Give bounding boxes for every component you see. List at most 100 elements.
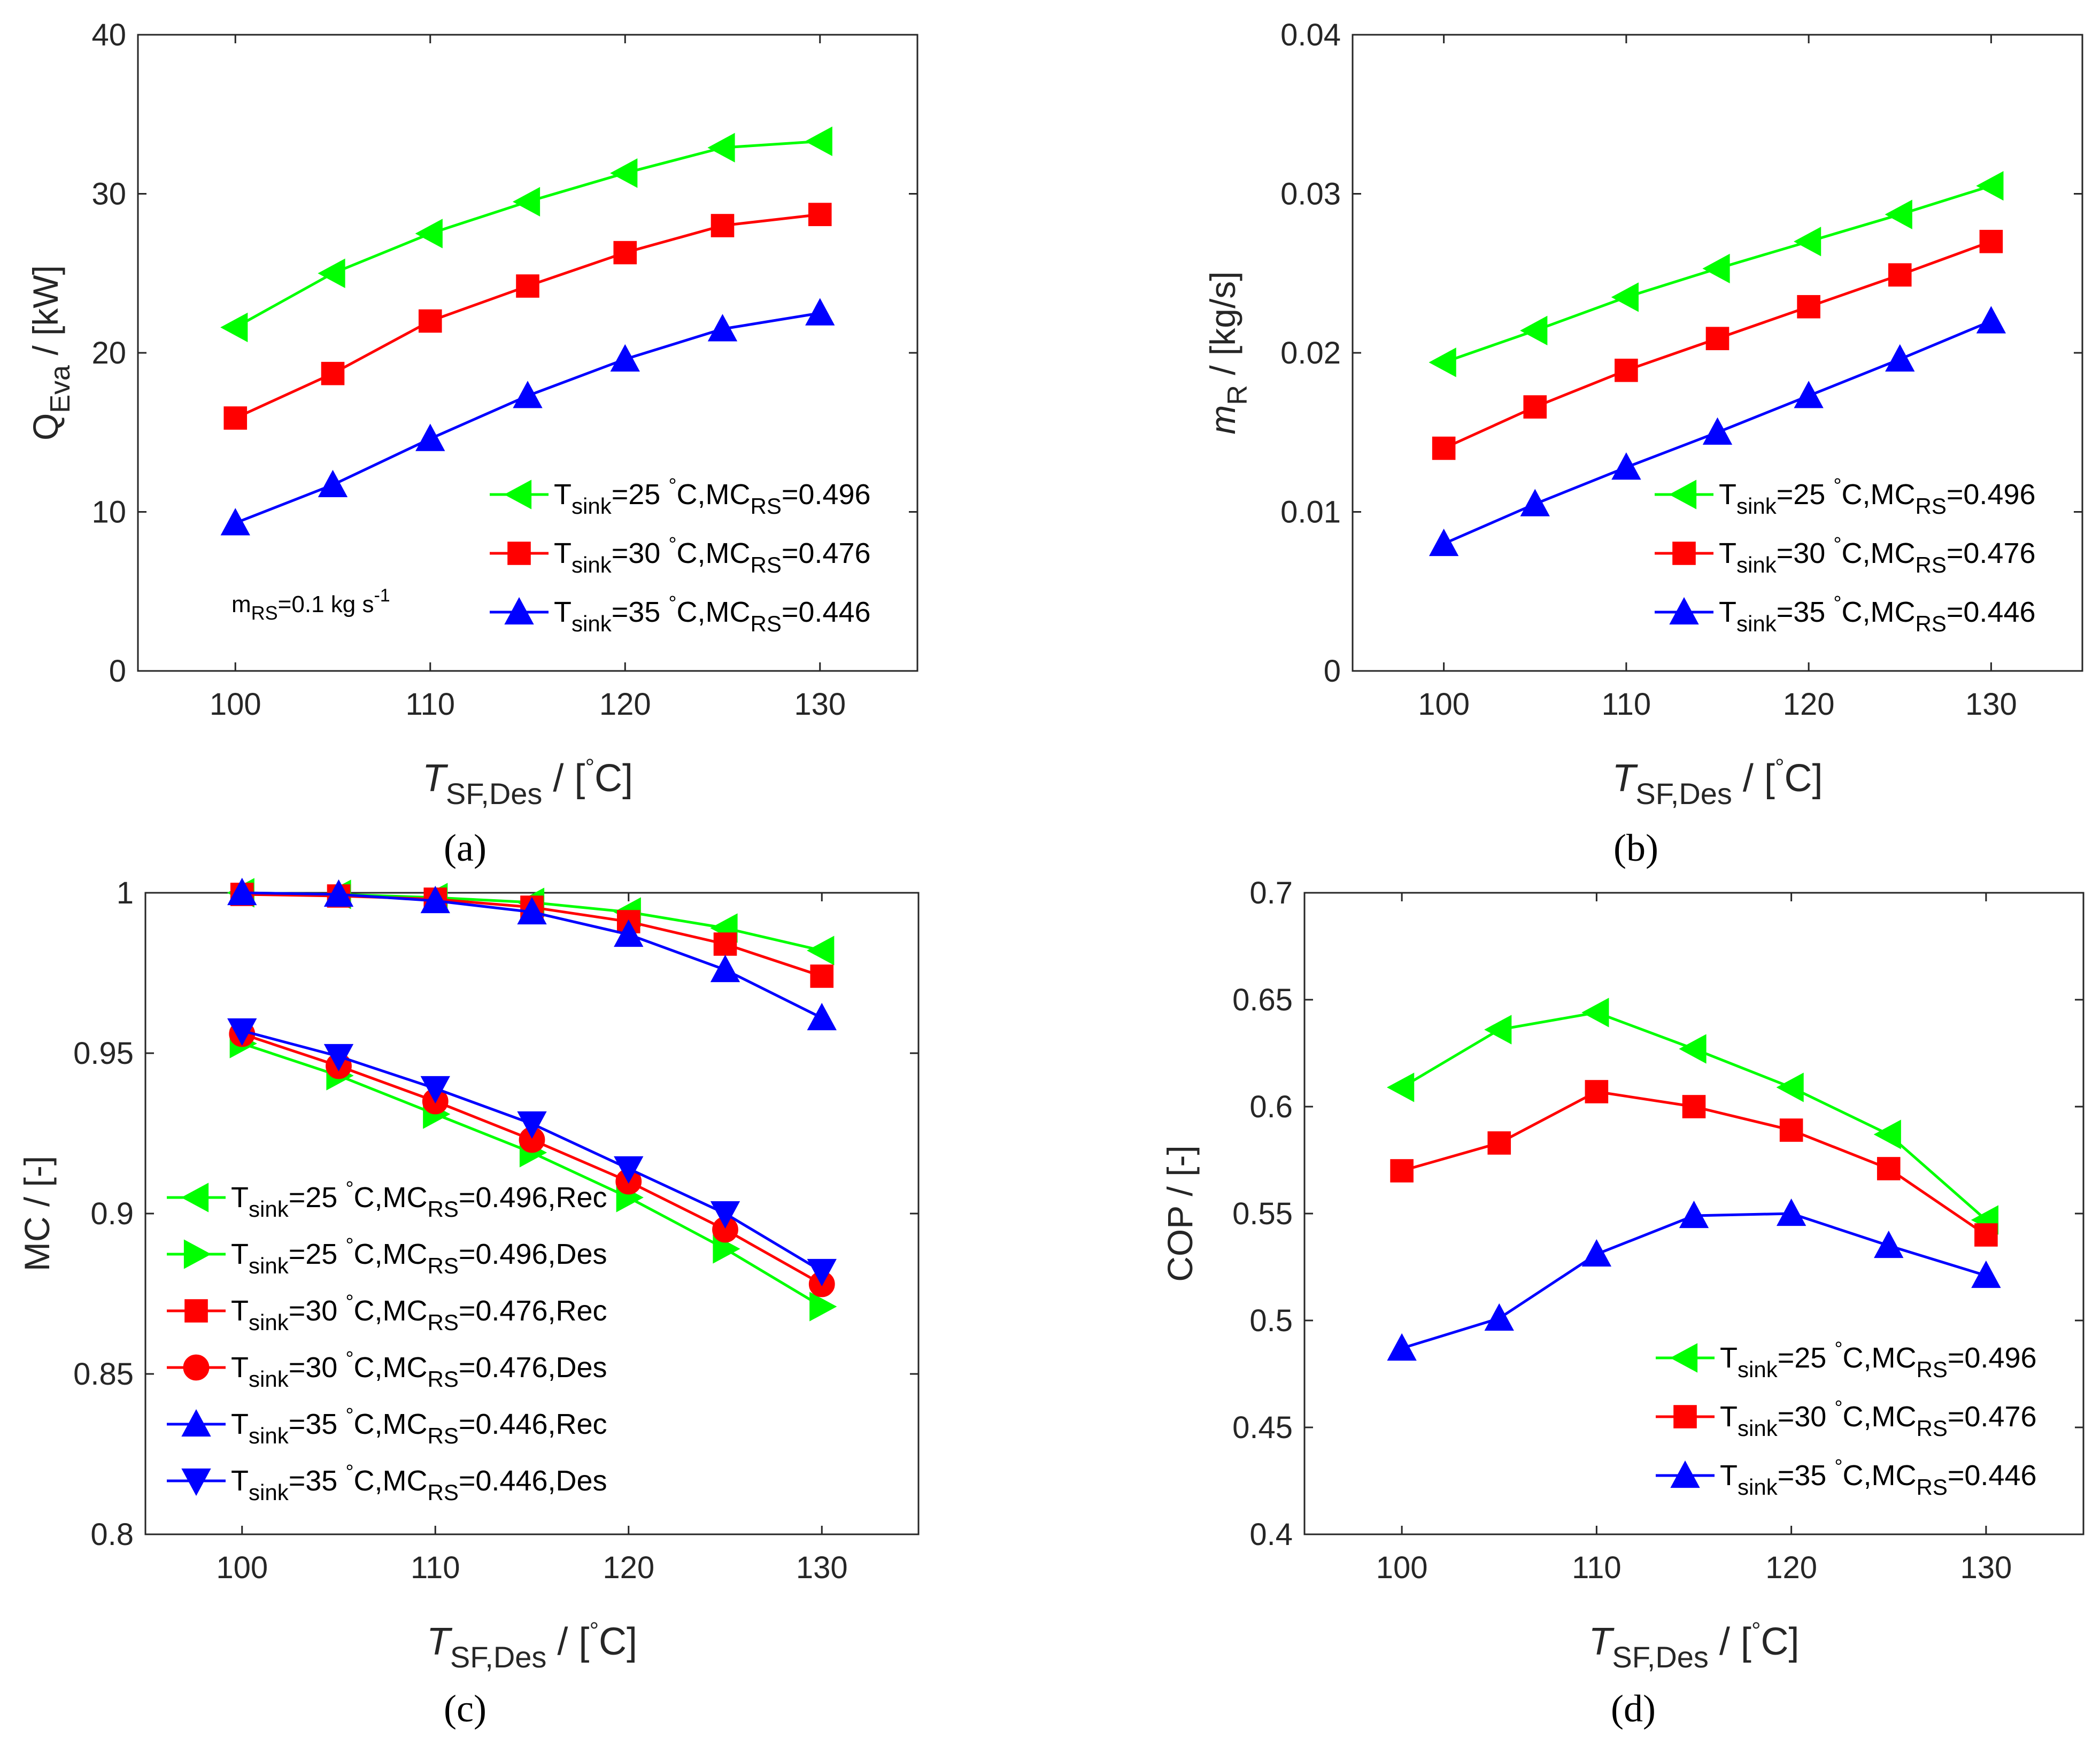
x-tick-label: 110 (1572, 1550, 1621, 1585)
y-axis-title: COP / [-] (1160, 1145, 1200, 1282)
legend: Tsink=25 °C,MCRS=0.496 Tsink=30 °C,MCRS=0… (490, 475, 871, 636)
legend-marker (1670, 1343, 1698, 1373)
legend-label: Tsink=25 °C,MCRS=0.496 (554, 475, 871, 519)
y-tick-label: 0.01 (1280, 495, 1341, 530)
panel-label: (d) (1611, 1687, 1656, 1730)
data-point (1581, 1239, 1612, 1267)
data-point (516, 274, 539, 298)
panel-label: (a) (444, 826, 487, 869)
legend-label: Tsink=30 °C,MCRS=0.476 (1720, 1397, 2037, 1441)
legend-marker (1672, 542, 1696, 565)
legend-marker (181, 1468, 211, 1496)
data-point (810, 964, 834, 988)
panel-label: (c) (444, 1687, 487, 1730)
data-point (1487, 1131, 1511, 1155)
y-tick-label: 0.8 (90, 1517, 134, 1552)
data-point (1873, 1119, 1901, 1149)
data-point (1611, 452, 1641, 480)
x-tick-label: 130 (1965, 687, 2017, 722)
data-point (710, 954, 740, 983)
data-point (415, 423, 445, 451)
data-point (1874, 1230, 1904, 1258)
data-point (420, 1076, 450, 1104)
chart-panel-c: 100 110 120 130 0.8 0.85 0.9 0.95 1 TSF,Des / [°C… (17, 876, 920, 1730)
legend-label: Tsink=30 °C,MCRS=0.476 (554, 534, 871, 577)
series-c-4 (227, 877, 837, 1031)
plot-area-frame (1352, 34, 2083, 672)
data-point (1679, 1200, 1709, 1229)
y-tick-label: 20 (91, 336, 126, 370)
data-point (1581, 998, 1609, 1028)
legend-label: Tsink=25 °C,MCRS=0.496 (1719, 475, 2036, 519)
x-axis-title: TSF,Des / [°C] (1612, 754, 1823, 810)
data-point (321, 361, 345, 385)
legend-marker (1673, 1405, 1697, 1428)
legend-label: Tsink=30 °C,MCRS=0.476,Des (231, 1348, 607, 1392)
data-point (1520, 489, 1550, 516)
panel-label: (b) (1613, 826, 1658, 869)
data-point (807, 936, 835, 965)
series-d-0 (1387, 998, 1998, 1235)
data-point (1776, 1072, 1804, 1102)
x-axis-title: TSF,Des / [°C] (422, 754, 633, 810)
series-a-2 (220, 298, 835, 536)
data-point (227, 1018, 257, 1046)
plot-area-frame (137, 34, 918, 672)
data-point (1432, 436, 1456, 460)
chart-panel-d: 100 110 120 130 0.4 0.45 0.5 0.55 0.6 0.65 0.7 TSF,… (1160, 876, 2084, 1730)
y-tick-label: 0.55 (1232, 1196, 1293, 1231)
data-point (614, 1156, 644, 1184)
data-point (610, 344, 640, 372)
legend: Tsink=25 °C,MCRS=0.496 Tsink=30 °C,MCRS=0… (1656, 1338, 2037, 1500)
data-point (227, 877, 257, 906)
data-point (1702, 253, 1730, 284)
legend: Tsink=25 °C,MCRS=0.496,Rec Tsink=25 °C,MC… (167, 1178, 607, 1505)
data-point (1615, 358, 1638, 382)
series-a-0 (220, 126, 832, 343)
legend-label: Tsink=35 °C,MCRS=0.446,Des (231, 1461, 607, 1505)
data-point (1585, 1080, 1609, 1103)
data-point (418, 309, 442, 333)
series-c-5 (227, 1018, 837, 1287)
x-tick-label: 110 (411, 1550, 460, 1585)
legend-marker (1669, 480, 1697, 509)
data-point (415, 219, 443, 249)
legend-marker (1669, 597, 1699, 625)
legend-marker (181, 1409, 211, 1437)
series-b-1 (1432, 229, 2003, 460)
data-point (1888, 263, 1912, 287)
y-axis-title: mR / [kg/s] (1203, 271, 1253, 434)
y-tick-label: 0.65 (1232, 983, 1293, 1017)
y-tick-label: 0.9 (90, 1196, 134, 1231)
y-tick-label: 0.85 (73, 1357, 134, 1392)
data-point (707, 133, 735, 163)
x-tick-label: 130 (796, 1550, 848, 1585)
legend-marker (1670, 1460, 1700, 1488)
data-point (1390, 1159, 1414, 1183)
x-tick-label: 100 (1376, 1550, 1428, 1585)
data-point (805, 298, 835, 326)
y-tick-label: 0.04 (1280, 18, 1341, 52)
legend-label: Tsink=35 °C,MCRS=0.446 (1720, 1456, 2037, 1500)
plot-area-frame (144, 892, 920, 1535)
data-point (1705, 327, 1730, 351)
x-tick-label: 110 (406, 687, 455, 722)
data-point (807, 1258, 837, 1287)
data-point (1797, 295, 1820, 319)
x-tick-label: 100 (216, 1550, 268, 1585)
data-point (808, 203, 832, 226)
data-point (1387, 1072, 1415, 1102)
data-point (1794, 227, 1821, 257)
data-point (1523, 395, 1547, 419)
series-b-2 (1429, 306, 2006, 557)
y-tick-label: 0.6 (1249, 1090, 1293, 1124)
legend-marker (504, 480, 532, 509)
legend-marker (504, 597, 534, 625)
data-point (711, 214, 735, 237)
data-point (513, 381, 543, 408)
series-d-1 (1390, 1080, 1998, 1247)
y-tick-label: 0 (109, 654, 126, 689)
data-point (610, 158, 638, 188)
y-tick-label: 40 (91, 18, 126, 52)
data-point (420, 885, 450, 914)
